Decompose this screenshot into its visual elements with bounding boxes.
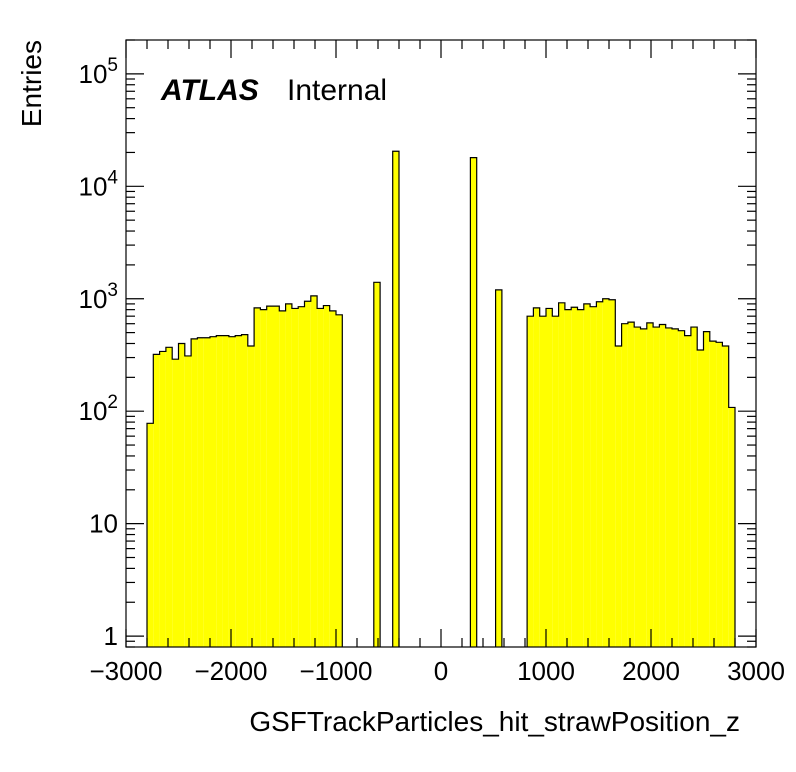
histogram-bin (165, 347, 173, 647)
histogram-bin (310, 295, 318, 647)
x-tick-label: 1000 (517, 656, 575, 686)
histogram-bin (684, 335, 691, 647)
histogram-bin (665, 327, 672, 647)
y-tick-label: 102 (79, 392, 119, 426)
x-tick-label: −3000 (89, 656, 162, 686)
histogram-bin (609, 299, 616, 647)
histogram-bin (672, 328, 679, 647)
histogram-bin (147, 423, 154, 647)
histogram-bin (590, 306, 597, 647)
histogram-bin (197, 337, 204, 647)
x-tick-label: 3000 (727, 656, 785, 686)
histogram-bin (159, 351, 166, 647)
histogram-bin (304, 301, 311, 647)
x-tick-label: −2000 (194, 656, 267, 686)
y-tick-label: 104 (79, 167, 119, 201)
histogram-bin (285, 303, 292, 647)
histogram-bin (546, 308, 553, 647)
y-tick-label: 10 (89, 509, 118, 539)
histogram-bin (298, 306, 305, 647)
histogram-bin (317, 308, 324, 647)
histogram-bin (577, 309, 584, 647)
histogram-bin (184, 355, 192, 647)
histogram-bin (697, 350, 704, 647)
histogram-bin (552, 316, 559, 647)
x-axis-title: GSFTrackParticles_hit_strawPosition_z (249, 706, 740, 737)
histogram-bin (470, 157, 477, 647)
y-tick-label: 1 (104, 621, 118, 651)
histogram-bin (615, 346, 622, 647)
histogram-bin (728, 407, 735, 647)
histogram-bin (191, 338, 198, 647)
histogram-bin (596, 301, 603, 647)
histogram-bin (210, 336, 217, 647)
atlas-label: ATLAS (160, 74, 259, 107)
histogram-bin (709, 341, 717, 647)
histogram-bin (678, 330, 685, 647)
histogram-bin (646, 322, 654, 647)
histogram-bin (558, 302, 565, 647)
internal-label: Internal (287, 74, 387, 107)
histogram-bin (627, 322, 635, 647)
histogram-bin (260, 309, 267, 647)
histogram-bin (716, 342, 723, 647)
histogram-bin (329, 310, 336, 647)
histogram-bin (722, 346, 729, 647)
histogram-bin (336, 314, 343, 647)
histogram-bin (241, 334, 248, 647)
histogram-bin (564, 309, 572, 647)
histogram-bin (392, 151, 399, 648)
histogram-bin (527, 316, 534, 647)
histogram-bin (373, 282, 381, 647)
histogram-bin (571, 307, 578, 647)
x-tick-label: −1000 (299, 656, 372, 686)
histogram-bin (634, 327, 641, 647)
histogram-bin (222, 335, 229, 647)
histogram-bin (279, 310, 286, 647)
histogram-bin (153, 354, 160, 647)
histogram-bin (640, 328, 647, 647)
histogram-bin (254, 307, 261, 647)
histogram-bin (602, 298, 609, 647)
histogram-bin (703, 331, 710, 647)
x-tick-label: 2000 (622, 656, 680, 686)
histogram-bin (533, 307, 540, 647)
histogram-bin (247, 346, 255, 647)
histogram-bin (495, 289, 502, 647)
histogram-bin (583, 303, 591, 647)
histogram-bin (690, 327, 698, 647)
histogram-bin (539, 316, 546, 647)
histogram-bin (621, 323, 628, 647)
tick-labels: −3000 −2000 −1000 0 1000 2000 3000 1 10 102 103 104… (79, 55, 785, 686)
histogram-bin (659, 324, 666, 647)
histogram-outline (146, 150, 736, 647)
histogram-bin (323, 305, 330, 647)
histogram-bin (178, 343, 185, 647)
histogram-bin (172, 359, 179, 647)
y-tick-label: 105 (79, 55, 119, 89)
histogram-bin (235, 335, 242, 647)
x-tick-label: 0 (434, 656, 448, 686)
histogram-bin (203, 337, 210, 647)
histogram-bin (273, 306, 280, 647)
histogram-bin (653, 327, 660, 647)
histogram-bin (216, 335, 223, 647)
histogram-bin (266, 306, 273, 647)
axis-ticks (125, 39, 757, 648)
histogram-bin (291, 308, 299, 647)
y-axis-title: Entries (16, 40, 47, 127)
histogram-bin (228, 336, 236, 647)
y-tick-label: 103 (79, 280, 119, 314)
histogram-bins (146, 150, 736, 648)
